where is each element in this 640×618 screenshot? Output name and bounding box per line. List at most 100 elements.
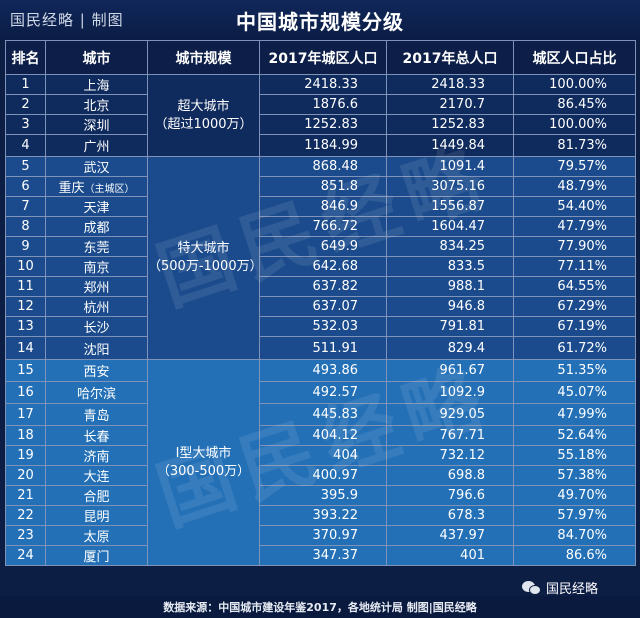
cell-urban-population: 637.07 xyxy=(259,296,387,317)
table-row: 22 昆明 393.22 678.3 57.97% xyxy=(5,505,636,526)
cell-total-population: 791.81 xyxy=(386,316,514,337)
cell-urban-population: 492.57 xyxy=(259,381,387,404)
cell-total-population: 946.8 xyxy=(386,296,514,317)
table-row: 9 东莞 649.9 834.25 77.90% xyxy=(5,236,636,257)
cell-total-population: 767.71 xyxy=(386,425,514,446)
tier-name: 超大城市 xyxy=(177,98,230,114)
data-source-note: 数据来源：中国城市建设年鉴2017，各地统计局 制图|国民经略 xyxy=(163,601,477,614)
cell-urban-ratio: 86.6% xyxy=(513,545,636,566)
cell-total-population: 929.05 xyxy=(386,403,514,426)
cell-urban-ratio: 100.00% xyxy=(513,114,636,135)
cell-rank: 15 xyxy=(5,359,46,382)
column-header-tier: 城市规模 xyxy=(147,40,260,75)
city-name: 天津 xyxy=(83,201,110,216)
cell-rank: 6 xyxy=(5,176,46,197)
city-name: 重庆 xyxy=(58,181,85,196)
city-name: 郑州 xyxy=(83,281,110,296)
table-row: 12 杭州 637.07 946.8 67.29% xyxy=(5,296,636,317)
tier-range: （超过1000万） xyxy=(154,116,253,132)
cell-total-population: 961.67 xyxy=(386,359,514,382)
cell-city: 大连 xyxy=(45,465,148,486)
city-name: 北京 xyxy=(83,99,110,114)
cell-city: 济南 xyxy=(45,445,148,466)
cell-rank: 13 xyxy=(5,316,46,337)
table-row: 3 深圳 1252.83 1252.83 100.00% xyxy=(5,114,636,135)
cell-rank: 19 xyxy=(5,445,46,466)
cell-urban-ratio: 52.64% xyxy=(513,425,636,446)
footer-bar: 数据来源：中国城市建设年鉴2017，各地统计局 制图|国民经略 xyxy=(0,596,640,618)
table-row: 10 南京 642.68 833.5 77.11% xyxy=(5,256,636,277)
city-note: （主城区） xyxy=(84,184,135,195)
city-name: 广州 xyxy=(83,140,110,155)
cell-urban-population: 493.86 xyxy=(259,359,387,382)
city-name: 长春 xyxy=(83,430,110,445)
cell-urban-population: 532.03 xyxy=(259,316,387,337)
cell-rank: 1 xyxy=(5,74,46,95)
cell-total-population: 437.97 xyxy=(386,525,514,546)
table-row: 5 武汉 特大城市 （500万-1000万） 868.48 1091.4 79.57% xyxy=(5,156,636,360)
cell-urban-population: 868.48 xyxy=(259,156,387,177)
cell-city: 深圳 xyxy=(45,114,148,135)
cell-city: 重庆（主城区） xyxy=(45,176,148,197)
cell-total-population: 2170.7 xyxy=(386,94,514,115)
cell-rank: 7 xyxy=(5,196,46,217)
cell-urban-ratio: 81.73% xyxy=(513,134,636,157)
cell-urban-ratio: 100.00% xyxy=(513,74,636,95)
brand-label: 国民经略 | 制图 xyxy=(10,11,124,29)
cell-tier: 特大城市 （500万-1000万） xyxy=(147,156,260,360)
city-name: 西安 xyxy=(83,365,110,380)
cell-total-population: 3075.16 xyxy=(386,176,514,197)
cell-total-population: 796.6 xyxy=(386,485,514,506)
city-scale-table: 排名 城市 城市规模 2017年城区人口 2017年总人口 城区人口占比 1 上海… xyxy=(5,40,636,566)
cell-urban-ratio: 55.18% xyxy=(513,445,636,466)
table-row: 2 北京 1876.6 2170.7 86.45% xyxy=(5,94,636,115)
cell-city: 西安 xyxy=(45,359,148,382)
city-name: 昆明 xyxy=(83,510,110,525)
cell-urban-ratio: 77.90% xyxy=(513,236,636,257)
cell-total-population: 678.3 xyxy=(386,505,514,526)
header-bar: 国民经略 | 制图 中国城市规模分级 xyxy=(0,0,640,40)
cell-city: 上海 xyxy=(45,74,148,95)
cell-total-population: 732.12 xyxy=(386,445,514,466)
cell-city: 青岛 xyxy=(45,403,148,426)
table-row: 18 长春 404.12 767.71 52.64% xyxy=(5,425,636,446)
cell-urban-population: 642.68 xyxy=(259,256,387,277)
cell-city: 南京 xyxy=(45,256,148,277)
cell-urban-ratio: 77.11% xyxy=(513,256,636,277)
cell-rank: 20 xyxy=(5,465,46,486)
cell-city: 长春 xyxy=(45,425,148,446)
column-header-total-population: 2017年总人口 xyxy=(386,40,514,75)
cell-rank: 4 xyxy=(5,134,46,157)
cell-rank: 18 xyxy=(5,425,46,446)
cell-rank: 24 xyxy=(5,545,46,566)
cell-city: 郑州 xyxy=(45,276,148,297)
table-row: 15 西安 I型大城市 （300-500万） 493.86 961.67 51.35% xyxy=(5,359,636,566)
cell-city: 东莞 xyxy=(45,236,148,257)
tier-range: （500万-1000万） xyxy=(148,259,260,274)
table-row: 1 上海 超大城市 （超过1000万） 2418.33 2418.33 100.00% xyxy=(5,74,636,157)
wechat-account-badge: 国民经略 xyxy=(522,578,598,597)
cell-total-population: 833.5 xyxy=(386,256,514,277)
cell-city: 杭州 xyxy=(45,296,148,317)
cell-urban-population: 1184.99 xyxy=(259,134,387,157)
cell-city: 厦门 xyxy=(45,545,148,566)
cell-urban-population: 347.37 xyxy=(259,545,387,566)
tier-range: （300-500万） xyxy=(156,463,251,479)
cell-urban-population: 370.97 xyxy=(259,525,387,546)
table-row: 4 广州 1184.99 1449.84 81.73% xyxy=(5,134,636,157)
city-name: 青岛 xyxy=(83,409,110,424)
cell-tier: 超大城市 （超过1000万） xyxy=(147,74,260,157)
cell-urban-ratio: 47.99% xyxy=(513,403,636,426)
tier-name: I型大城市 xyxy=(175,445,232,461)
cell-rank: 23 xyxy=(5,525,46,546)
city-name: 武汉 xyxy=(83,161,110,176)
cell-urban-population: 846.9 xyxy=(259,196,387,217)
city-name: 南京 xyxy=(83,261,110,276)
table-row: 21 合肥 395.9 796.6 49.70% xyxy=(5,485,636,506)
cell-rank: 8 xyxy=(5,216,46,237)
cell-rank: 3 xyxy=(5,114,46,135)
cell-urban-population: 851.8 xyxy=(259,176,387,197)
city-name: 沈阳 xyxy=(83,342,110,358)
cell-city: 武汉 xyxy=(45,156,148,177)
city-name: 济南 xyxy=(83,450,110,465)
